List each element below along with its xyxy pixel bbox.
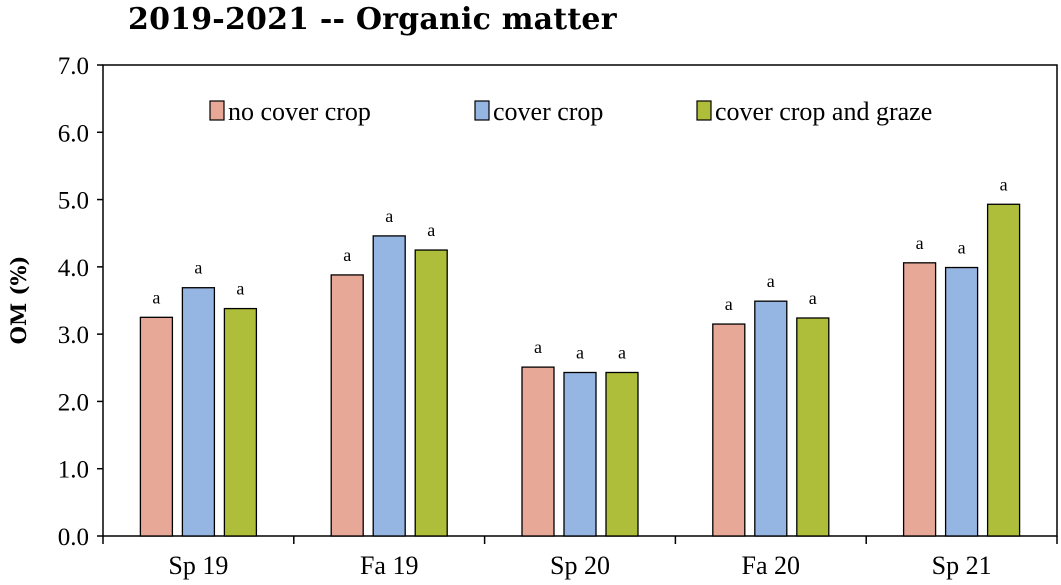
y-tick-label: 4.0 — [58, 255, 89, 282]
bar — [372, 235, 406, 537]
y-tick-label: 6.0 — [58, 120, 89, 147]
bar-data-label: a — [1000, 174, 1008, 194]
bar-data-label: a — [427, 220, 435, 240]
bar-data-label: a — [152, 287, 160, 307]
bar-data-label: a — [916, 233, 924, 253]
bar-data-label: a — [767, 271, 775, 291]
y-tick-label: 7.0 — [58, 53, 89, 80]
bar — [754, 300, 788, 537]
bar — [414, 249, 448, 537]
y-tick-label: 5.0 — [58, 188, 89, 215]
y-tick-label: 2.0 — [58, 389, 89, 416]
bar — [605, 371, 639, 537]
bar — [181, 287, 216, 537]
legend-swatch — [474, 100, 490, 121]
bar-data-label: a — [809, 288, 817, 308]
legend-label: cover crop — [493, 97, 603, 126]
legend-swatch — [696, 100, 712, 121]
bar-data-label: a — [618, 342, 626, 362]
bar-data-label: a — [534, 337, 542, 357]
bar — [944, 266, 979, 537]
bar-data-label: a — [194, 258, 202, 278]
bar — [796, 317, 830, 537]
bar-data-label: a — [576, 342, 584, 362]
x-tick-label: Sp 20 — [550, 551, 610, 580]
y-tick-label: 3.0 — [58, 322, 89, 349]
x-tick-label: Sp 19 — [168, 551, 228, 580]
y-tick-label: 1.0 — [58, 457, 89, 484]
bar — [986, 203, 1021, 537]
x-tick-label: Fa 19 — [360, 551, 419, 580]
bar-data-label: a — [385, 206, 393, 226]
bar — [139, 316, 174, 537]
bar-data-label: a — [343, 245, 351, 265]
bar — [712, 323, 746, 537]
legend-label: cover crop and graze — [715, 97, 932, 126]
x-tick-label: Fa 20 — [742, 551, 801, 580]
bar — [330, 274, 364, 537]
y-tick-label: 0.0 — [58, 524, 89, 551]
x-tick-label: Sp 21 — [932, 551, 992, 580]
legend-label: no cover crop — [228, 97, 371, 126]
bar — [521, 366, 555, 537]
bar-data-label: a — [236, 279, 244, 299]
y-axis-label: OM (%) — [6, 256, 31, 345]
bar-data-label: a — [725, 294, 733, 314]
bar — [223, 307, 258, 537]
bar-data-label: a — [958, 238, 966, 258]
chart-title: 2019-2021 -- Organic matter — [128, 2, 617, 37]
legend-swatch — [209, 100, 225, 121]
bar — [902, 262, 937, 537]
bar — [563, 371, 597, 537]
